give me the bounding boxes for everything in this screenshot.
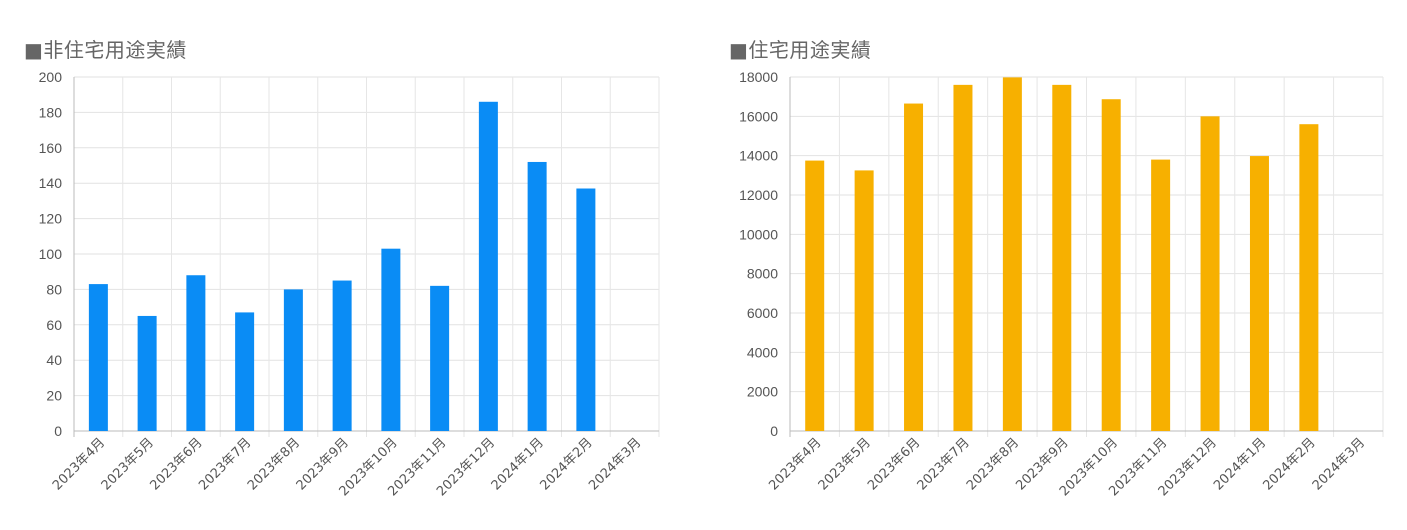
x-tick-label: 2024年3月 <box>586 435 644 493</box>
bar[interactable] <box>283 289 303 431</box>
chart-title-non-residential: ■非住宅用途実績 <box>24 38 187 62</box>
y-tick-label: 100 <box>39 246 63 262</box>
y-tick-label: 14000 <box>739 148 778 164</box>
bar[interactable] <box>137 315 157 431</box>
y-tick-label: 140 <box>39 175 63 191</box>
y-tick-label: 60 <box>46 317 62 333</box>
bar[interactable] <box>88 284 108 431</box>
bar[interactable] <box>332 280 352 431</box>
y-tick-label: 40 <box>46 352 62 368</box>
y-tick-label: 80 <box>46 281 62 297</box>
bar[interactable] <box>235 312 255 431</box>
bar[interactable] <box>1299 124 1319 431</box>
x-tick-label: 2023年6月 <box>865 435 923 493</box>
bar[interactable] <box>805 160 825 432</box>
chart-panel-residential: ■住宅用途実績 0 2000 4000 6000 8000 10000 12000 14000… <box>703 0 1407 530</box>
bar[interactable] <box>430 285 450 431</box>
x-tick-label: 2023年4月 <box>766 435 824 493</box>
y-tick-label: 6000 <box>747 305 778 321</box>
y-tick-label: 16000 <box>739 108 778 124</box>
x-tick-label: 2023年5月 <box>816 435 874 493</box>
chart-panel-non-residential: ■非住宅用途実績 0 20 40 60 80 100 120 140 160 180 200 2023… <box>0 0 703 530</box>
bar[interactable] <box>1200 116 1220 431</box>
bar[interactable] <box>1002 77 1022 431</box>
y-tick-label: 18000 <box>739 69 778 85</box>
chart-title-residential: ■住宅用途実績 <box>729 38 872 62</box>
y-tick-label: 200 <box>39 69 63 85</box>
bar[interactable] <box>576 188 596 431</box>
bar[interactable] <box>478 101 498 431</box>
x-tick-label: 2023年7月 <box>915 435 973 493</box>
y-tick-label: 20 <box>46 388 62 404</box>
bar[interactable] <box>904 103 924 432</box>
y-tick-label: 180 <box>39 104 63 120</box>
x-tick-label: 2024年3月 <box>1310 435 1368 493</box>
bar[interactable] <box>1101 99 1121 432</box>
y-tick-label: 2000 <box>747 384 778 400</box>
x-tick-label: 2023年8月 <box>964 435 1022 493</box>
bar[interactable] <box>527 161 547 431</box>
x-tick-label: 2024年2月 <box>1260 435 1318 493</box>
bar[interactable] <box>186 275 206 431</box>
y-tick-label: 160 <box>39 140 63 156</box>
bar[interactable] <box>381 248 401 431</box>
bar-chart-non-residential: 0204060801001201401601802002023年4月2023年5… <box>39 69 660 499</box>
y-tick-label: 120 <box>39 211 63 227</box>
y-tick-label: 0 <box>770 423 778 439</box>
bar-chart-residential: 0 2000 4000 6000 8000 10000 12000 14000 16000 180… <box>739 69 1384 499</box>
x-tick-label: 2024年1月 <box>1211 435 1269 493</box>
bar[interactable] <box>854 170 874 431</box>
bar[interactable] <box>1151 159 1171 431</box>
bar[interactable] <box>953 84 973 431</box>
y-tick-label: 8000 <box>747 266 778 282</box>
y-tick-label: 4000 <box>747 344 778 360</box>
bar[interactable] <box>1249 156 1269 431</box>
bar[interactable] <box>1052 84 1072 431</box>
y-tick-label: 10000 <box>739 226 778 242</box>
y-tick-label: 0 <box>54 423 62 439</box>
y-tick-label: 12000 <box>739 187 778 203</box>
